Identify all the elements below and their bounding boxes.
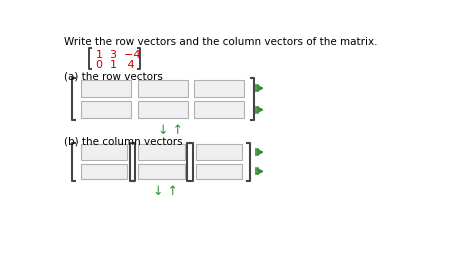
Bar bbox=[137, 80, 188, 97]
Text: 0  1   4: 0 1 4 bbox=[96, 60, 135, 70]
Bar bbox=[138, 144, 185, 160]
Text: (b) the column vectors: (b) the column vectors bbox=[64, 137, 182, 147]
Text: 1  3  −4: 1 3 −4 bbox=[96, 51, 141, 61]
Bar bbox=[196, 144, 242, 160]
Bar bbox=[81, 101, 131, 118]
Bar bbox=[137, 101, 188, 118]
Bar bbox=[81, 164, 128, 179]
Bar bbox=[138, 164, 185, 179]
Bar bbox=[196, 164, 242, 179]
Text: Write the row vectors and the column vectors of the matrix.: Write the row vectors and the column vec… bbox=[64, 37, 377, 47]
Text: ↓ ↑: ↓ ↑ bbox=[153, 185, 178, 198]
Bar bbox=[81, 144, 128, 160]
Bar bbox=[81, 80, 131, 97]
Text: ↓ ↑: ↓ ↑ bbox=[157, 124, 182, 136]
Bar bbox=[194, 101, 245, 118]
Text: (a) the row vectors: (a) the row vectors bbox=[64, 71, 163, 81]
Bar bbox=[194, 80, 245, 97]
